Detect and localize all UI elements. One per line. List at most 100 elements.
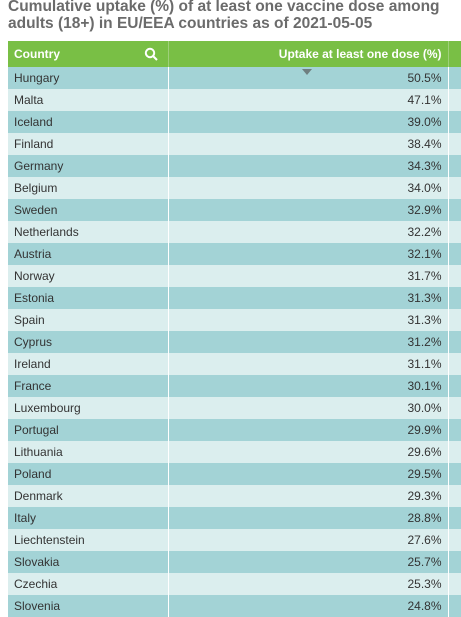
uptake-cell: 29.9% [168, 419, 449, 441]
country-cell: Italy [8, 507, 169, 529]
table-row: Austria 32.1% [8, 243, 461, 265]
row-spacer [448, 67, 461, 89]
header-spacer [448, 41, 461, 67]
table-row: Cyprus 31.2% [8, 331, 461, 353]
table-row: Ireland 31.1% [8, 353, 461, 375]
table-row: Italy 28.8% [8, 507, 461, 529]
table-row: Slovenia 24.8% [8, 595, 461, 617]
country-cell: Denmark [8, 485, 169, 507]
row-spacer [448, 463, 461, 485]
uptake-cell: 32.1% [168, 243, 449, 265]
uptake-cell: 32.9% [168, 199, 449, 221]
uptake-cell: 29.5% [168, 463, 449, 485]
sort-indicator[interactable] [302, 69, 312, 76]
country-cell: Cyprus [8, 331, 169, 353]
uptake-cell: 31.3% [168, 287, 449, 309]
row-spacer [448, 419, 461, 441]
uptake-cell: 30.0% [168, 397, 449, 419]
row-spacer [448, 265, 461, 287]
uptake-cell: 32.2% [168, 221, 449, 243]
table-row: Denmark 29.3% [8, 485, 461, 507]
row-spacer [448, 111, 461, 133]
country-cell: Luxembourg [8, 397, 169, 419]
table-row: Belgium 34.0% [8, 177, 461, 199]
country-cell: Czechia [8, 573, 169, 595]
table-row: Netherlands 32.2% [8, 221, 461, 243]
table-row: Lithuania 29.6% [8, 441, 461, 463]
uptake-cell: 31.2% [168, 331, 449, 353]
table-row: Hungary 50.5% [8, 67, 461, 89]
country-cell: France [8, 375, 169, 397]
header-text: Uptake at least one dose (%) [278, 47, 442, 61]
search-icon[interactable] [144, 47, 158, 61]
uptake-cell: 31.1% [168, 353, 449, 375]
country-cell: Austria [8, 243, 169, 265]
row-spacer [448, 331, 461, 353]
column-header[interactable]: Country [8, 41, 169, 67]
country-cell: Spain [8, 309, 169, 331]
row-spacer [448, 441, 461, 463]
country-cell: Poland [8, 463, 169, 485]
data-table: Country Uptake at least one dose (%) Hun… [8, 41, 461, 617]
row-spacer [448, 199, 461, 221]
country-cell: Liechtenstein [8, 529, 169, 551]
uptake-cell: 50.5% [168, 67, 449, 89]
row-spacer [448, 221, 461, 243]
country-cell: Germany [8, 155, 169, 177]
country-cell: Ireland [8, 353, 169, 375]
table-row: Poland 29.5% [8, 463, 461, 485]
table-row: Spain 31.3% [8, 309, 461, 331]
header-row: Country Uptake at least one dose (%) [8, 41, 461, 67]
country-cell: Slovenia [8, 595, 169, 617]
country-cell: Lithuania [8, 441, 169, 463]
row-spacer [448, 155, 461, 177]
uptake-cell: 38.4% [168, 133, 449, 155]
uptake-cell: 27.6% [168, 529, 449, 551]
table-row: Luxembourg 30.0% [8, 397, 461, 419]
row-spacer [448, 507, 461, 529]
uptake-cell: 34.3% [168, 155, 449, 177]
row-spacer [448, 573, 461, 595]
uptake-cell: 24.8% [168, 595, 449, 617]
country-cell: Hungary [8, 67, 169, 89]
table-row: Finland 38.4% [8, 133, 461, 155]
country-cell: Sweden [8, 199, 169, 221]
table-row: Slovakia 25.7% [8, 551, 461, 573]
table-row: Malta 47.1% [8, 89, 461, 111]
table-row: Estonia 31.3% [8, 287, 461, 309]
country-cell: Estonia [8, 287, 169, 309]
country-cell: Iceland [8, 111, 169, 133]
country-cell: Finland [8, 133, 169, 155]
country-cell: Norway [8, 265, 169, 287]
country-cell: Belgium [8, 177, 169, 199]
country-cell: Portugal [8, 419, 169, 441]
row-spacer [448, 287, 461, 309]
uptake-cell: 29.6% [168, 441, 449, 463]
uptake-cell: 29.3% [168, 485, 449, 507]
table-row: Sweden 32.9% [8, 199, 461, 221]
row-spacer [448, 551, 461, 573]
table-row: France 30.1% [8, 375, 461, 397]
table-row: Norway 31.7% [8, 265, 461, 287]
row-spacer [448, 89, 461, 111]
column-header[interactable]: Uptake at least one dose (%) [168, 41, 449, 67]
row-spacer [448, 243, 461, 265]
uptake-cell: 25.7% [168, 551, 449, 573]
row-spacer [448, 529, 461, 551]
table-row: Czechia 25.3% [8, 573, 461, 595]
uptake-cell: 25.3% [168, 573, 449, 595]
uptake-cell: 47.1% [168, 89, 449, 111]
row-spacer [448, 133, 461, 155]
uptake-cell: 31.7% [168, 265, 449, 287]
country-cell: Malta [8, 89, 169, 111]
row-spacer [448, 397, 461, 419]
uptake-cell: 30.1% [168, 375, 449, 397]
row-spacer [448, 485, 461, 507]
row-spacer [448, 595, 461, 617]
table-row: Liechtenstein 27.6% [8, 529, 461, 551]
table-row: Germany 34.3% [8, 155, 461, 177]
row-spacer [448, 375, 461, 397]
table-row: Portugal 29.9% [8, 419, 461, 441]
title: Cumulative uptake (%) of at least one va… [8, 0, 440, 32]
